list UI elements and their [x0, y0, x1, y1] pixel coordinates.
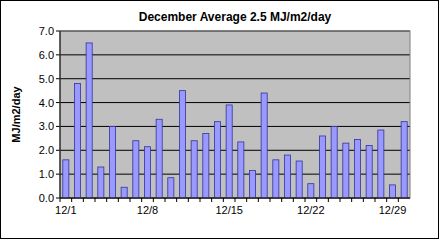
- x-tick: [316, 198, 317, 202]
- y-tick-label: 0.0: [39, 192, 54, 204]
- x-tick: [60, 198, 61, 202]
- y-tick-label: 3.0: [39, 120, 54, 132]
- bar: [86, 43, 92, 198]
- x-tick: [95, 198, 96, 202]
- x-tick: [305, 198, 306, 202]
- plot-area: [60, 31, 410, 198]
- y-tick: [56, 126, 60, 127]
- y-tick: [56, 198, 60, 199]
- grid-line: [60, 78, 410, 79]
- x-tick: [223, 198, 224, 202]
- x-tick: [235, 198, 236, 202]
- bar: [144, 147, 150, 198]
- y-axis-label: MJ/m2/day: [10, 85, 22, 142]
- x-tick: [176, 198, 177, 202]
- x-tick: [340, 198, 341, 202]
- bar: [156, 119, 162, 198]
- grid-line: [60, 54, 410, 55]
- bar: [121, 187, 127, 198]
- x-tick: [398, 198, 399, 202]
- y-tick-label: 1.0: [39, 168, 54, 180]
- x-tick: [258, 198, 259, 202]
- x-tick: [165, 198, 166, 202]
- bar: [261, 93, 267, 198]
- bar: [273, 160, 279, 198]
- x-tick: [118, 198, 119, 202]
- x-tick-label: 12/22: [297, 204, 325, 216]
- bar: [214, 122, 220, 198]
- x-tick: [141, 198, 142, 202]
- y-tick: [56, 54, 60, 55]
- y-axis: [60, 31, 61, 198]
- y-tick: [56, 150, 60, 151]
- grid-line: [60, 102, 410, 103]
- x-tick-label: 12/15: [215, 204, 243, 216]
- y-tick: [56, 31, 60, 32]
- title: December Average 2.5 MJ/m2/day: [139, 10, 332, 24]
- x-tick-label: 12/1: [55, 204, 76, 216]
- bar: [98, 167, 104, 198]
- bar: [168, 178, 174, 198]
- bar: [378, 130, 384, 198]
- x-tick: [106, 198, 107, 202]
- y-tick: [56, 102, 60, 103]
- x-tick: [375, 198, 376, 202]
- x-tick: [153, 198, 154, 202]
- x-tick: [293, 198, 294, 202]
- bar: [284, 155, 290, 198]
- y-tick: [56, 174, 60, 175]
- bar: [191, 141, 197, 198]
- bar: [179, 91, 185, 198]
- x-tick: [281, 198, 282, 202]
- bar: [238, 142, 244, 198]
- bar: [401, 122, 407, 198]
- y-tick: [56, 78, 60, 79]
- plot-frame: [60, 31, 410, 198]
- x-tick: [130, 198, 131, 202]
- x-tick: [270, 198, 271, 202]
- x-tick: [83, 198, 84, 202]
- bar: [389, 185, 395, 198]
- x-tick: [188, 198, 189, 202]
- bar: [308, 184, 314, 198]
- bar: [296, 161, 302, 198]
- x-tick: [211, 198, 212, 202]
- bar: [331, 126, 337, 198]
- y-tick-label: 2.0: [39, 144, 54, 156]
- y-tick-label: 4.0: [39, 97, 54, 109]
- x-tick: [351, 198, 352, 202]
- bar: [249, 171, 255, 198]
- x-tick-label: 12/29: [379, 204, 407, 216]
- bar: [203, 134, 209, 198]
- y-tick-label: 7.0: [39, 25, 54, 37]
- x-tick: [246, 198, 247, 202]
- x-tick: [71, 198, 72, 202]
- bar: [74, 83, 80, 198]
- x-tick: [363, 198, 364, 202]
- x-tick: [200, 198, 201, 202]
- bar: [133, 141, 139, 198]
- chart-border: [1, 1, 439, 239]
- x-tick: [386, 198, 387, 202]
- bar: [226, 105, 232, 198]
- bar: [343, 143, 349, 198]
- bar: [354, 140, 360, 198]
- bar: [366, 146, 372, 198]
- x-tick: [328, 198, 329, 202]
- y-tick-label: 5.0: [39, 73, 54, 85]
- bar: [319, 136, 325, 198]
- bar: [63, 160, 69, 198]
- y-tick-label: 6.0: [39, 49, 54, 61]
- x-tick-label: 12/8: [137, 204, 158, 216]
- bar: [109, 126, 115, 198]
- bars: [63, 43, 407, 198]
